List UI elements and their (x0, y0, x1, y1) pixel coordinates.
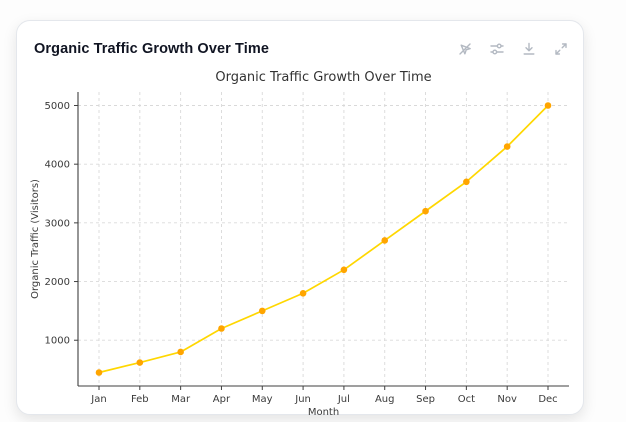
data-point-marker[interactable] (218, 325, 225, 332)
expand-button[interactable] (553, 41, 569, 57)
data-point-marker[interactable] (258, 307, 266, 315)
y-tick-label: 5000 (45, 101, 70, 112)
x-tick-label: Nov (497, 394, 517, 405)
data-point-marker[interactable] (381, 237, 389, 244)
x-tick-label: Jul (337, 394, 350, 405)
line-chart[interactable]: 1000 2000 3000 4000 5000 Jan Feb Mar Apr May Jun Ju… (18, 63, 583, 418)
data-point-marker[interactable] (136, 359, 144, 366)
x-tick-label: Jan (90, 394, 106, 405)
x-tick-label: May (252, 394, 273, 405)
x-tick-label: Aug (375, 394, 395, 405)
y-axis-label: Organic Traffic (Visitors) (30, 179, 41, 299)
data-point-marker[interactable] (463, 178, 470, 186)
download-button[interactable] (521, 41, 537, 57)
data-point-marker[interactable] (340, 266, 348, 274)
card-title: Organic Traffic Growth Over Time (34, 40, 269, 57)
x-tick-label: Apr (213, 394, 231, 405)
card-toolbar (457, 41, 571, 57)
sliders-icon (489, 41, 505, 57)
x-tick-label: Feb (131, 394, 149, 405)
data-point-marker[interactable] (177, 348, 184, 356)
data-point-marker[interactable] (299, 289, 307, 297)
traffic-line-series (98, 104, 549, 374)
pointer-off-button[interactable] (457, 41, 473, 57)
y-tick-label: 3000 (45, 218, 70, 229)
expand-icon (553, 41, 569, 57)
data-point-marker[interactable] (95, 369, 103, 376)
y-tick-label: 4000 (45, 160, 70, 171)
data-point-marker[interactable] (544, 102, 552, 109)
card-header: Organic Traffic Growth Over Time (17, 21, 583, 63)
x-tick-label: Oct (458, 394, 475, 405)
sliders-button[interactable] (489, 41, 505, 57)
x-tick-label: Jun (294, 394, 311, 405)
chart-card: Organic Traffic Growth Over Time (16, 20, 584, 418)
x-tick-label: Mar (171, 394, 191, 405)
chart-figure: 1000 2000 3000 4000 5000 Jan Feb Mar Apr May Jun Ju… (18, 63, 583, 418)
x-tick-label: Sep (416, 394, 435, 405)
data-point-marker[interactable] (422, 207, 429, 215)
chart-title: Organic Traffic Growth Over Time (215, 70, 431, 85)
x-axis-label: Month (308, 407, 339, 415)
y-tick-label: 2000 (45, 277, 70, 288)
x-tick-label: Dec (538, 394, 557, 405)
data-point-marker[interactable] (503, 143, 511, 150)
y-tick-label: 1000 (45, 336, 70, 347)
download-icon (521, 41, 537, 57)
pointer-off-icon (457, 41, 473, 57)
